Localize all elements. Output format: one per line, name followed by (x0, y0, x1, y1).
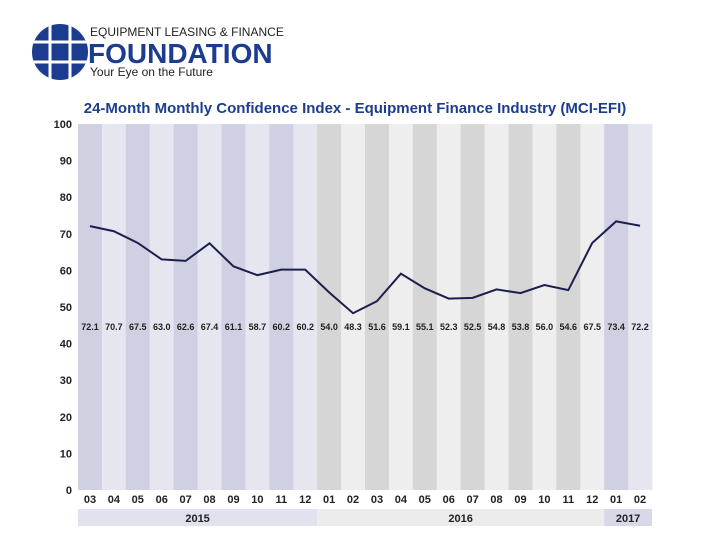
x-tick-label: 08 (490, 494, 502, 506)
y-tick-label: 0 (66, 485, 72, 497)
x-tick-label: 03 (371, 494, 383, 506)
x-tick-label: 09 (227, 494, 239, 506)
data-label: 67.5 (129, 322, 147, 332)
y-tick-label: 10 (60, 448, 72, 460)
x-tick-label: 10 (251, 494, 263, 506)
data-label: 58.7 (249, 322, 267, 332)
data-label: 67.5 (583, 322, 601, 332)
data-label: 55.1 (416, 322, 434, 332)
column-band (221, 124, 246, 490)
chart-title: 24-Month Monthly Confidence Index - Equi… (84, 100, 627, 117)
x-tick-label: 07 (180, 494, 192, 506)
x-tick-label: 08 (203, 494, 215, 506)
year-label: 2015 (185, 513, 209, 525)
x-tick-label: 01 (610, 494, 622, 506)
data-label: 61.1 (225, 322, 243, 332)
column-band (508, 124, 533, 490)
year-band (604, 509, 652, 526)
y-tick-label: 20 (60, 412, 72, 424)
year-band (317, 509, 605, 526)
x-tick-label: 05 (419, 494, 431, 506)
data-label: 67.4 (201, 322, 219, 332)
x-tick-label: 02 (347, 494, 359, 506)
column-band (293, 124, 318, 490)
logo: EQUIPMENT LEASING & FINANCE FOUNDATION Y… (32, 24, 284, 80)
column-band (245, 124, 270, 490)
data-label: 73.4 (607, 322, 625, 332)
x-tick-label: 06 (443, 494, 455, 506)
data-label: 53.8 (512, 322, 530, 332)
x-tick-label: 04 (108, 494, 121, 506)
column-band (149, 124, 175, 490)
x-tick-label: 07 (467, 494, 479, 506)
column-band (197, 124, 222, 490)
y-tick-label: 80 (60, 192, 72, 204)
column-band (556, 124, 581, 490)
x-tick-label: 12 (299, 494, 311, 506)
logo-line1: EQUIPMENT LEASING & FINANCE (90, 25, 284, 39)
y-tick-label: 60 (60, 265, 72, 277)
data-label: 72.2 (631, 322, 649, 332)
column-band (388, 124, 414, 490)
data-label: 60.2 (296, 322, 314, 332)
y-tick-label: 40 (60, 339, 72, 351)
x-tick-label: 02 (634, 494, 646, 506)
logo-globe-icon (32, 24, 88, 80)
data-label: 51.6 (368, 322, 386, 332)
x-tick-label: 11 (562, 494, 574, 506)
logo-tagline: Your Eye on the Future (90, 65, 213, 79)
data-label: 59.1 (392, 322, 410, 332)
column-band (604, 124, 629, 490)
data-label: 54.6 (560, 322, 578, 332)
y-tick-label: 90 (60, 156, 72, 168)
column-band (365, 124, 390, 490)
column-band (173, 124, 199, 490)
data-label: 60.2 (273, 322, 291, 332)
data-label: 54.8 (488, 322, 506, 332)
column-band (436, 124, 462, 490)
x-tick-label: 09 (514, 494, 526, 506)
x-tick-label: 10 (538, 494, 550, 506)
y-tick-label: 70 (60, 229, 72, 241)
column-band (532, 124, 557, 490)
column-band (580, 124, 605, 490)
year-label: 2017 (616, 513, 640, 525)
column-band (460, 124, 486, 490)
data-label: 70.7 (105, 322, 123, 332)
column-band (125, 124, 151, 490)
x-tick-label: 06 (156, 494, 168, 506)
data-label: 54.0 (320, 322, 338, 332)
series-line (89, 220, 641, 315)
column-band (101, 124, 127, 490)
year-label: 2016 (448, 513, 472, 525)
x-tick-label: 01 (323, 494, 335, 506)
data-label: 48.3 (344, 322, 362, 332)
column-band (628, 124, 653, 490)
data-label: 63.0 (153, 322, 171, 332)
data-label: 52.5 (464, 322, 482, 332)
data-label: 72.1 (81, 322, 99, 332)
column-band (317, 124, 342, 490)
x-tick-label: 04 (395, 494, 408, 506)
y-tick-label: 50 (60, 302, 72, 314)
data-label: 56.0 (536, 322, 554, 332)
column-band (269, 124, 294, 490)
logo-line2: FOUNDATION (88, 38, 273, 69)
x-tick-label: 11 (275, 494, 287, 506)
x-tick-label: 12 (586, 494, 598, 506)
column-band (78, 124, 103, 490)
column-band (484, 124, 509, 490)
y-tick-label: 100 (54, 119, 72, 131)
year-band (78, 509, 318, 526)
x-tick-label: 03 (84, 494, 96, 506)
y-tick-label: 30 (60, 375, 72, 387)
data-label: 52.3 (440, 322, 458, 332)
x-tick-label: 05 (132, 494, 144, 506)
data-label: 62.6 (177, 322, 195, 332)
column-band (412, 124, 438, 490)
